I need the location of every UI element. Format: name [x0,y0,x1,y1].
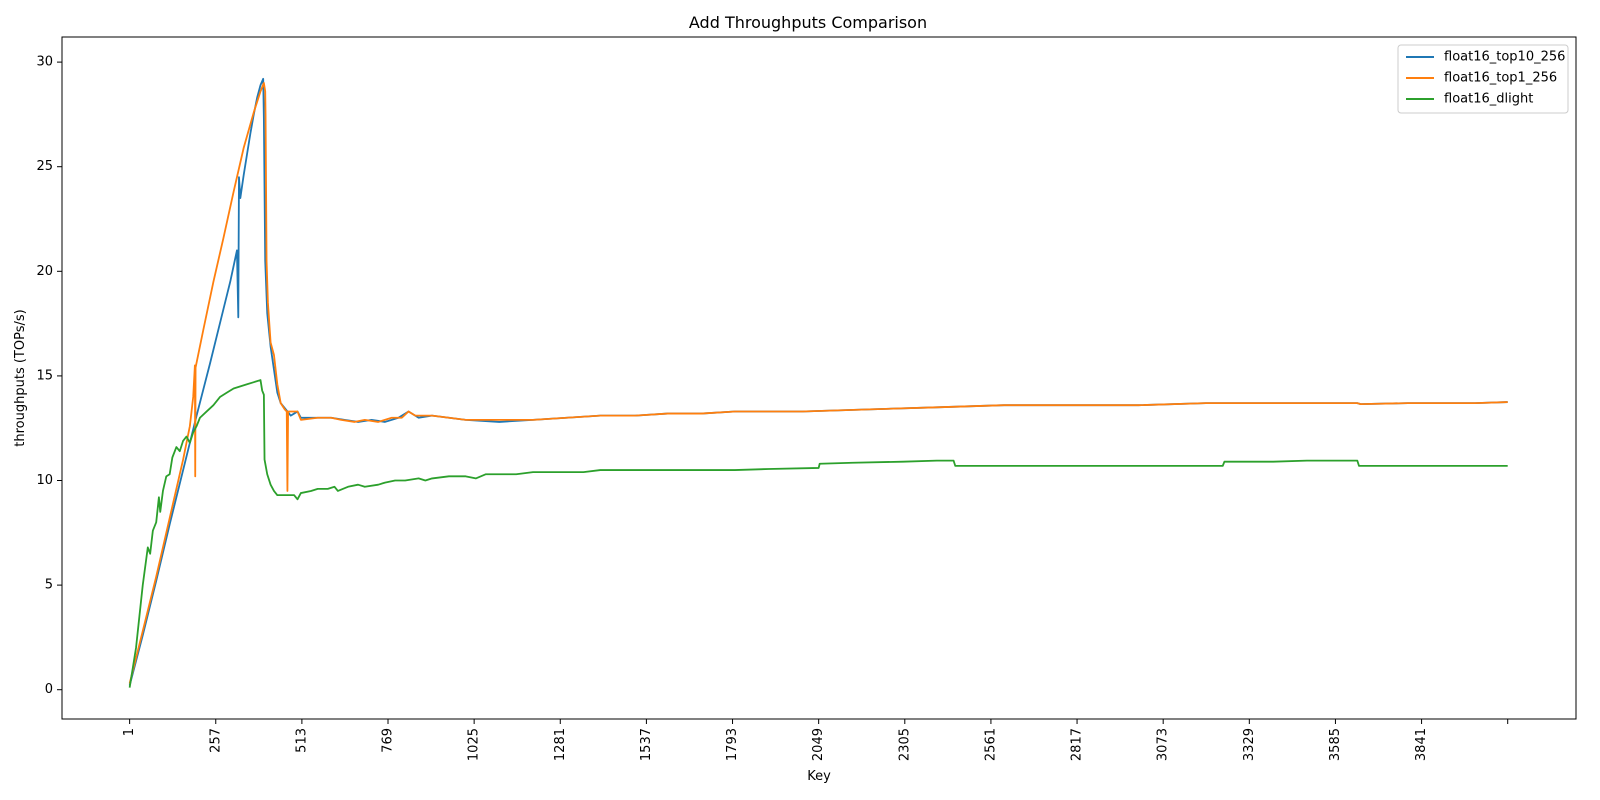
x-tick-label: 2561 [983,728,998,761]
plot-lines [128,77,1508,688]
x-tick-label: 769 [381,728,396,753]
y-tick-label: 10 [36,473,53,488]
x-axis: 1 257 513 769 1025 1281 1537 1793 2049 2305 2561 28… [122,719,1509,761]
y-axis: 0 5 10 15 20 25 30 [36,55,62,697]
series-line-float16_top1_256 [128,82,1508,684]
legend-label: float16_dlight [1444,92,1533,107]
y-tick-label: 30 [36,55,53,70]
legend-label: float16_top10_256 [1444,50,1565,65]
x-tick-label: 1281 [553,728,568,761]
y-axis-label: throughputs (TOPs/s) [13,309,28,446]
x-tick-label: 3841 [1414,728,1429,761]
x-tick-label: 3329 [1242,728,1257,761]
y-tick-label: 0 [45,682,53,697]
x-tick-label: 2817 [1070,728,1085,761]
x-tick-label: 2049 [811,728,826,761]
y-tick-label: 25 [36,159,53,174]
chart-title: Add Throughputs Comparison [689,13,927,32]
legend-box [1397,44,1569,114]
x-tick-label: 1 [122,728,137,736]
legend-label: float16_top1_256 [1444,71,1557,86]
x-tick-label: 1537 [639,728,654,761]
x-tick-label: 1793 [725,728,740,761]
y-tick-label: 15 [36,368,53,383]
x-tick-label: 3073 [1156,728,1171,761]
x-axis-label: Key [807,769,831,784]
y-tick-label: 20 [36,264,53,279]
y-tick-label: 5 [45,578,53,593]
x-tick-label: 257 [208,728,223,753]
x-tick-label: 513 [294,728,309,753]
series-line-float16_dlight [128,379,1508,688]
legend-items: float16_top10_256 float16_top1_256 float16… [1406,50,1565,107]
x-tick-label: 3585 [1328,728,1343,761]
x-tick-label: 2305 [897,728,912,761]
legend: float16_top10_256 float16_top1_256 float16… [1397,44,1569,114]
x-tick-label: 1025 [467,728,482,761]
